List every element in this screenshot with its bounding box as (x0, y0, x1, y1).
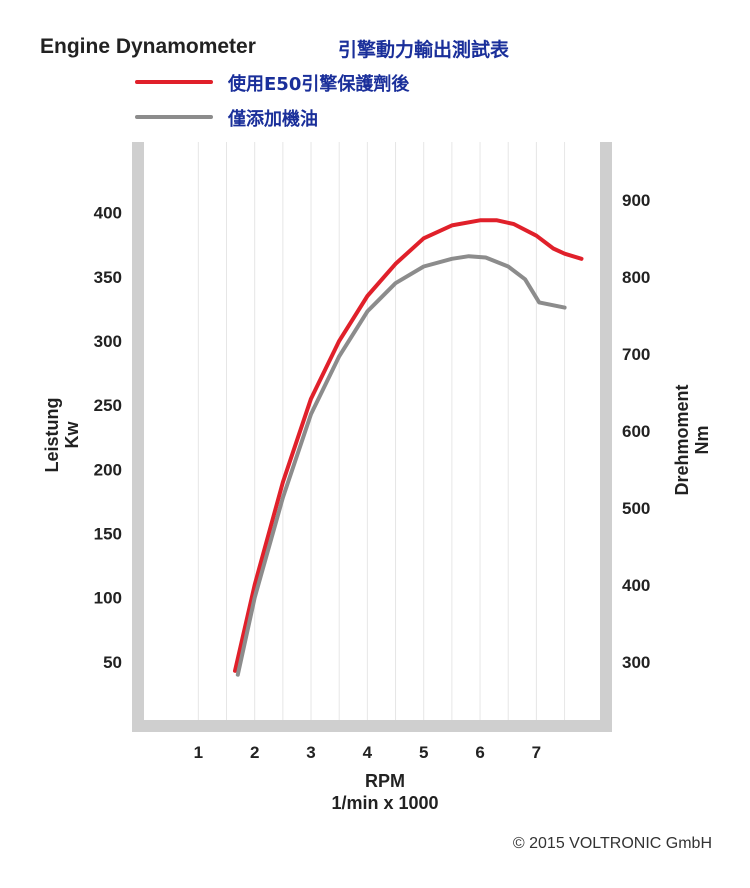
legend-label-red: 使用E50引擎保護劑後 (228, 74, 410, 95)
y-left-tick-label: 100 (94, 589, 122, 608)
copyright-text: © 2015 VOLTRONIC GmbH (512, 835, 712, 852)
y-left-tick-label: 400 (94, 204, 122, 223)
x-axis-unit: 1/min x 1000 (331, 793, 439, 813)
legend-label-gray: 僅添加機油 (228, 109, 318, 130)
y-right-tick-label: 300 (622, 653, 650, 672)
y-left-tick-label: 150 (94, 524, 122, 543)
y-left-axis-title: Leistung (42, 398, 62, 473)
frame-bottom (132, 720, 612, 732)
x-tick-label: 1 (194, 743, 203, 762)
series-lines (233, 218, 584, 677)
y-right-tick-label: 500 (622, 499, 650, 518)
chart-title-en: Engine Dynamometer (40, 35, 256, 58)
legend-swatch-red (135, 80, 213, 84)
y-right-tick-label: 700 (622, 345, 650, 364)
legend-swatch-gray (135, 115, 213, 119)
y-left-tick-label: 350 (94, 268, 122, 287)
y-left-axis-unit: Kw (62, 421, 82, 449)
series-line-gray (235, 254, 567, 677)
x-axis-title: RPM (365, 771, 405, 791)
x-tick-label: 4 (363, 743, 373, 762)
frame-left (132, 142, 144, 730)
chart-title-zh: 引擎動力輸出測試表 (338, 39, 510, 61)
x-axis-title-block: RPM 1/min x 1000 (320, 770, 450, 814)
chart-frame (132, 142, 612, 732)
y-right-axis-title: Drehmoment (672, 384, 692, 495)
y-right-tick-label: 800 (622, 268, 650, 287)
y-right-axis-unit: Nm (692, 425, 712, 454)
x-tick-label: 5 (419, 743, 428, 762)
x-tick-label: 3 (306, 743, 315, 762)
frame-right (600, 142, 612, 730)
series-line-red (233, 218, 584, 673)
y-right-tick-label: 900 (622, 191, 650, 210)
y-left-tick-label: 200 (94, 460, 122, 479)
x-tick-label: 7 (532, 743, 541, 762)
y-left-tick-label: 300 (94, 332, 122, 351)
y-right-tick-label: 600 (622, 422, 650, 441)
x-tick-label: 2 (250, 743, 259, 762)
x-tick-label: 6 (475, 743, 484, 762)
tick-labels: 1 2 3 4 5 6 7 50 100 150 200 250 300 350 400 300 400 500 6… (94, 191, 651, 762)
y-right-tick-label: 400 (622, 576, 650, 595)
y-left-tick-label: 250 (94, 396, 122, 415)
grid-lines (197, 142, 566, 726)
y-left-tick-label: 50 (103, 653, 122, 672)
